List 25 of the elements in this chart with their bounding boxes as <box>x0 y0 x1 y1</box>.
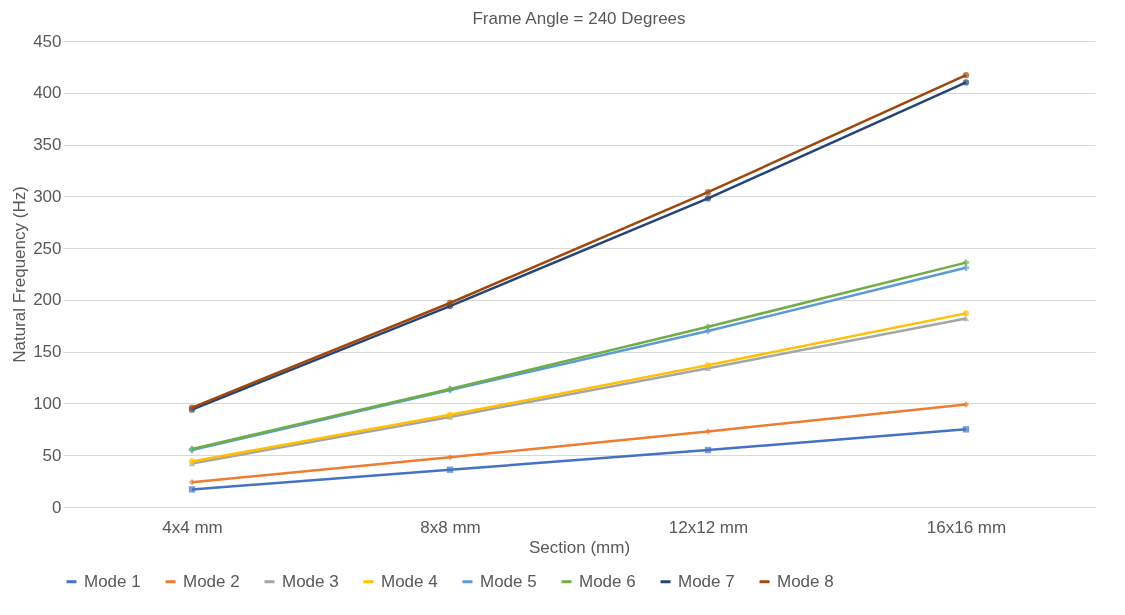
y-tick-label: 250 <box>33 238 62 258</box>
y-tick-label: 350 <box>33 135 62 155</box>
x-axis-title: Section (mm) <box>528 537 631 557</box>
legend-label: Mode 3 <box>282 571 339 591</box>
legend-label: Mode 5 <box>480 571 537 591</box>
legend-label: Mode 6 <box>579 571 636 591</box>
legend-label: Mode 2 <box>183 571 240 591</box>
y-axis-title: Natural Frequency (Hz) <box>10 186 30 363</box>
y-tick-label: 150 <box>33 342 62 362</box>
y-tick-label: 100 <box>33 393 62 413</box>
y-tick-label: 300 <box>33 186 62 206</box>
y-tick-label: 400 <box>33 83 62 103</box>
x-tick-label: 12x12 mm <box>668 517 749 537</box>
y-tick-label: 200 <box>33 290 62 310</box>
legend-label: Mode 1 <box>84 571 141 591</box>
x-tick-label: 8x8 mm <box>420 517 481 537</box>
legend-label: Mode 8 <box>777 571 834 591</box>
legend-label: Mode 4 <box>381 571 438 591</box>
y-tick-label: 450 <box>33 31 62 51</box>
x-tick-label: 16x16 mm <box>926 517 1007 537</box>
legend-label: Mode 7 <box>678 571 735 591</box>
y-tick-label: 50 <box>42 445 62 465</box>
chart-title: Frame Angle = 240 Degrees <box>472 9 686 28</box>
x-tick-label: 4x4 mm <box>162 517 223 537</box>
y-tick-label: 0 <box>52 497 62 517</box>
